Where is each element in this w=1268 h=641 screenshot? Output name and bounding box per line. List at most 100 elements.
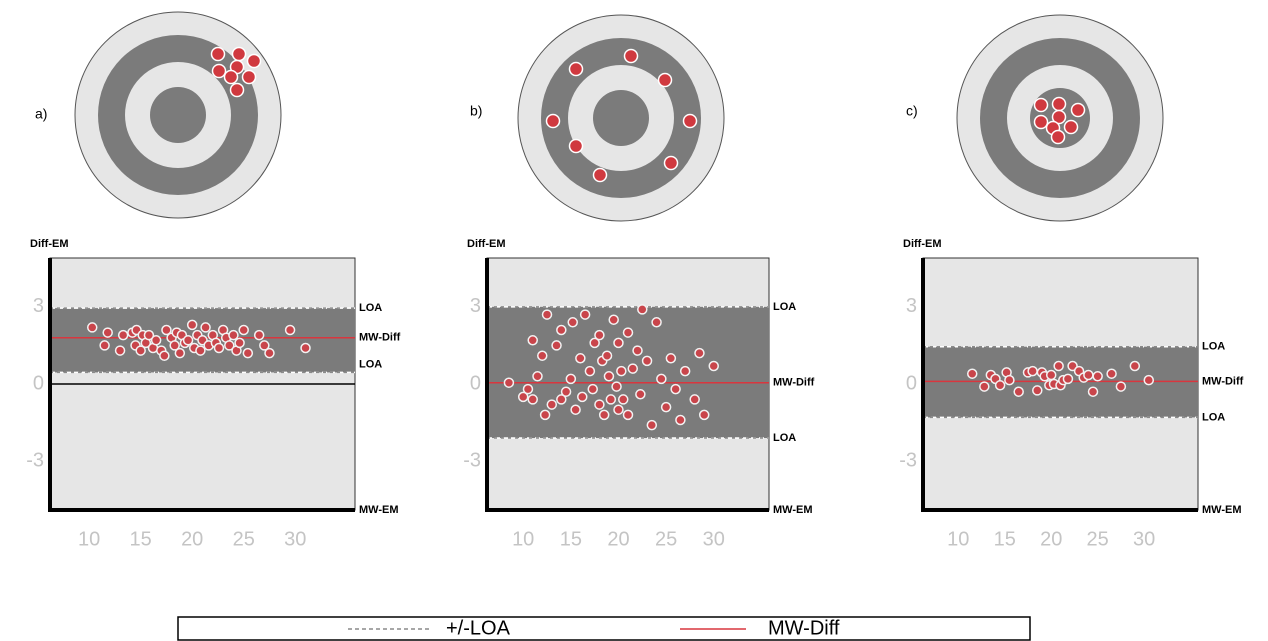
- data-point: [638, 305, 647, 314]
- data-point: [119, 331, 128, 340]
- y-axis-label: Diff-EM: [30, 238, 69, 250]
- data-point: [709, 362, 718, 371]
- data-point: [619, 395, 628, 404]
- x-axis-label: MW-EM: [773, 504, 813, 516]
- data-point: [543, 310, 552, 319]
- x-tick-label: 20: [1040, 528, 1062, 550]
- target-hit: [1053, 98, 1066, 111]
- panel-label: b): [470, 103, 482, 119]
- data-point: [301, 344, 310, 353]
- x-tick-label: 30: [703, 528, 725, 550]
- data-point: [103, 328, 112, 337]
- y-axis-label: Diff-EM: [903, 238, 942, 250]
- data-point: [1089, 387, 1098, 396]
- data-point: [681, 367, 690, 376]
- data-point: [571, 405, 580, 414]
- data-point: [647, 421, 656, 430]
- data-point: [700, 410, 709, 419]
- data-point: [624, 410, 633, 419]
- data-point: [585, 367, 594, 376]
- data-point: [628, 364, 637, 373]
- line-label: MW-Diff: [1202, 375, 1244, 387]
- target-hit: [659, 74, 672, 87]
- y-axis-label: Diff-EM: [467, 238, 506, 250]
- x-tick-label: 30: [284, 528, 306, 550]
- data-point: [662, 403, 671, 412]
- y-tick-label: 0: [33, 372, 44, 394]
- data-point: [1014, 387, 1023, 396]
- target-hit: [1035, 99, 1048, 112]
- legend-box: [178, 617, 1030, 640]
- figure: a)LOAMW-DiffLOA30-31015202530Diff-EMMW-E…: [0, 0, 1268, 641]
- x-tick-label: 20: [181, 528, 203, 550]
- data-point: [600, 410, 609, 419]
- data-point: [196, 346, 205, 355]
- data-point: [152, 336, 161, 345]
- data-point: [643, 356, 652, 365]
- line-label: LOA: [1202, 341, 1225, 353]
- data-point: [243, 349, 252, 358]
- data-point: [562, 387, 571, 396]
- target-hit: [243, 71, 256, 84]
- data-point: [229, 331, 238, 340]
- data-point: [1063, 374, 1072, 383]
- data-point: [578, 392, 587, 401]
- data-point: [609, 315, 618, 324]
- target-hit: [665, 157, 678, 170]
- data-point: [528, 336, 537, 345]
- y-tick-label: -3: [26, 449, 44, 471]
- target-hit: [684, 115, 697, 128]
- data-point: [265, 349, 274, 358]
- data-point: [666, 354, 675, 363]
- data-point: [201, 323, 210, 332]
- data-point: [595, 400, 604, 409]
- x-tick-label: 15: [130, 528, 152, 550]
- data-point: [614, 338, 623, 347]
- data-point: [214, 344, 223, 353]
- data-point: [671, 385, 680, 394]
- data-point: [968, 369, 977, 378]
- target-hit: [625, 50, 638, 63]
- legend-label: +/-LOA: [446, 617, 511, 639]
- data-point: [624, 328, 633, 337]
- x-tick-label: 30: [1133, 528, 1155, 550]
- target-hit: [1072, 104, 1085, 117]
- data-point: [1054, 362, 1063, 371]
- target-ring: [150, 87, 206, 143]
- data-point: [188, 320, 197, 329]
- data-point: [1144, 376, 1153, 385]
- data-point: [160, 351, 169, 360]
- x-tick-label: 20: [607, 528, 629, 550]
- data-point: [568, 318, 577, 327]
- line-label: MW-Diff: [773, 377, 815, 389]
- y-tick-label: 3: [33, 295, 44, 317]
- data-point: [100, 341, 109, 350]
- data-point: [1093, 372, 1102, 381]
- x-tick-label: 10: [512, 528, 534, 550]
- y-tick-label: 0: [470, 372, 481, 394]
- target-hit: [1065, 121, 1078, 134]
- data-point: [576, 354, 585, 363]
- data-point: [595, 331, 604, 340]
- data-point: [1028, 367, 1037, 376]
- data-point: [541, 410, 550, 419]
- line-label: LOA: [359, 302, 382, 314]
- data-point: [633, 346, 642, 355]
- y-tick-label: 0: [906, 372, 917, 394]
- line-label: MW-Diff: [359, 332, 401, 344]
- data-point: [88, 323, 97, 332]
- target-hit: [225, 71, 238, 84]
- data-point: [604, 372, 613, 381]
- data-point: [239, 326, 248, 335]
- data-point: [603, 351, 612, 360]
- legend-label: MW-Diff: [768, 617, 840, 639]
- data-point: [606, 395, 615, 404]
- data-point: [566, 374, 575, 383]
- target-hit: [594, 169, 607, 182]
- data-point: [652, 318, 661, 327]
- data-point: [286, 326, 295, 335]
- x-tick-label: 25: [1087, 528, 1109, 550]
- data-point: [1130, 362, 1139, 371]
- y-tick-label: 3: [470, 295, 481, 317]
- y-tick-label: -3: [463, 449, 481, 471]
